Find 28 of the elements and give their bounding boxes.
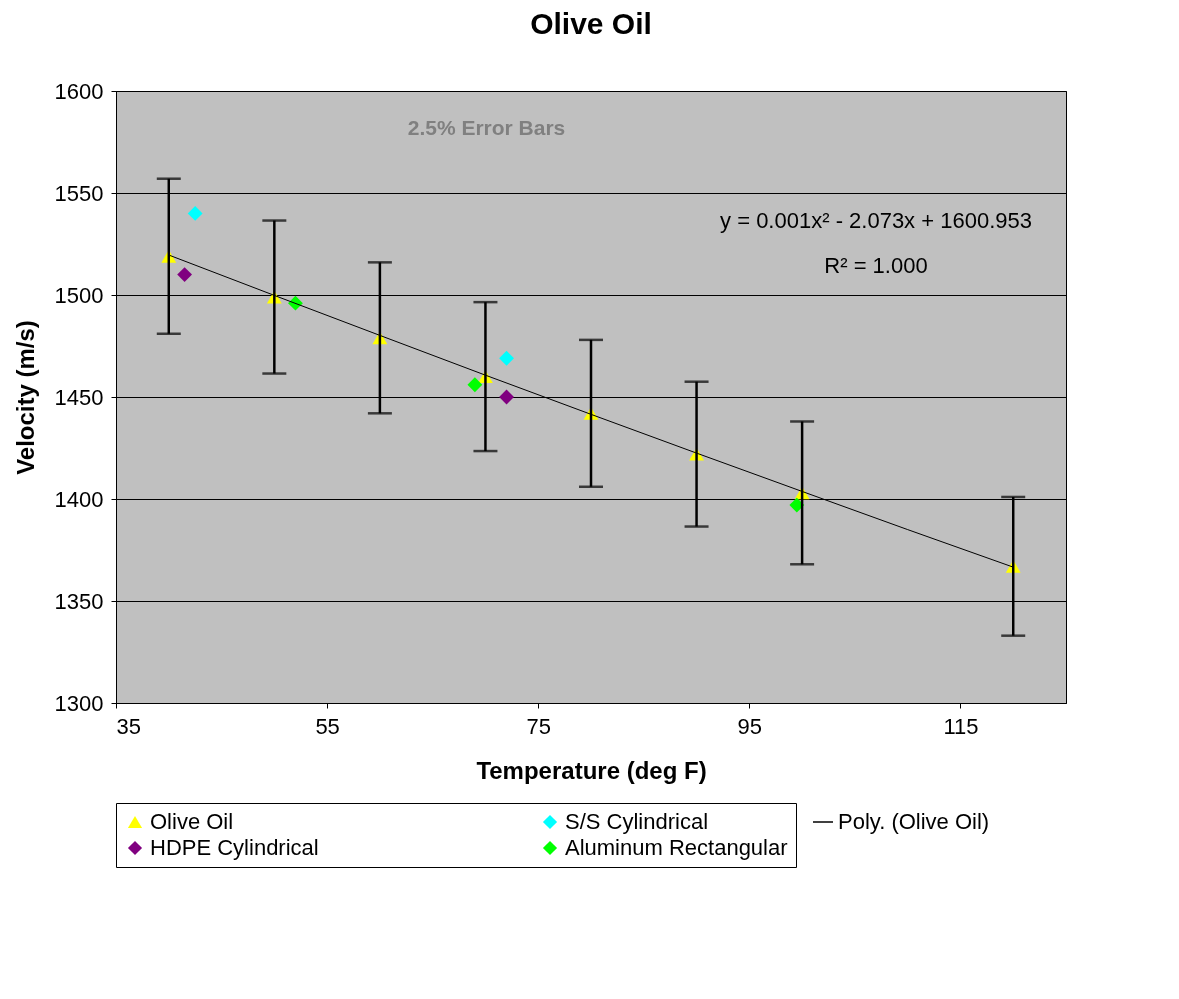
annotation: R² = 1.000 <box>824 253 928 278</box>
annotation: y = 0.001x² - 2.073x + 1600.953 <box>720 208 1032 233</box>
x-tick-label: 35 <box>116 713 141 739</box>
annotation: 2.5% Error Bars <box>407 116 566 139</box>
x-axis-title: Temperature (deg F) <box>476 756 707 784</box>
x-tick-label: 95 <box>737 713 763 739</box>
y-tick-label: 1300 <box>54 690 104 716</box>
point <box>499 350 514 366</box>
y-tick-label: 1550 <box>54 180 104 206</box>
legend-label: HDPE Cylindrical <box>150 835 319 860</box>
y-tick-label: 1500 <box>54 282 104 308</box>
legend-label: Poly. (Olive Oil) <box>838 809 990 834</box>
x-tick-label: 75 <box>526 713 551 739</box>
point <box>187 205 203 221</box>
y-tick-label: 1600 <box>54 78 104 104</box>
point <box>789 497 805 513</box>
y-tick-label: 1350 <box>54 588 104 614</box>
legend-label: S/S Cylindrical <box>565 809 709 834</box>
x-tick-label: 55 <box>315 713 340 739</box>
y-axis-title: Velocity (m/s) <box>11 320 39 475</box>
point <box>467 377 483 393</box>
chart-title: Olive Oil <box>530 7 652 40</box>
x-tick-label: 115 <box>943 713 979 739</box>
y-tick-label: 1450 <box>54 384 104 410</box>
point <box>177 267 193 283</box>
y-tick-label: 1400 <box>54 486 104 512</box>
legend-label: Aluminum Rectangular <box>565 835 788 860</box>
legend-label: Olive Oil <box>150 809 234 834</box>
